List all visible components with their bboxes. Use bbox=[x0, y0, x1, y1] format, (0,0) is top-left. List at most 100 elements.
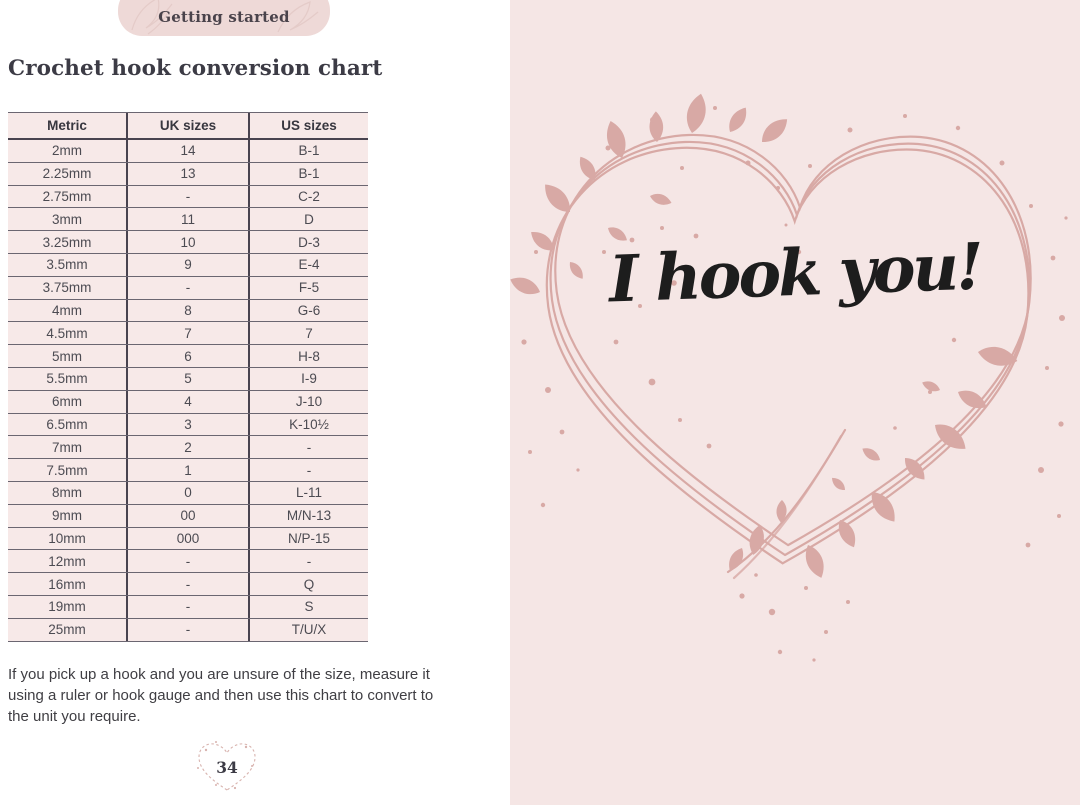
table-row: 7.5mm 1 - bbox=[8, 459, 368, 482]
cell-metric: 12mm bbox=[48, 553, 86, 569]
cell-us-size: B-1 bbox=[298, 166, 320, 182]
cell-uk-size: 7 bbox=[126, 322, 250, 345]
cell-metric: 4.5mm bbox=[46, 325, 88, 341]
cell-uk-size: - bbox=[126, 595, 250, 618]
cell-us-size: C-2 bbox=[298, 188, 320, 204]
cell-metric: 25mm bbox=[48, 622, 86, 638]
cell-metric: 7mm bbox=[52, 439, 82, 455]
cell-uk-size: 5 bbox=[126, 367, 250, 390]
cell-uk-size: 3 bbox=[126, 413, 250, 436]
table-row: 6mm 4 J-10 bbox=[8, 390, 368, 414]
cell-uk-size: 10 bbox=[126, 231, 250, 253]
cell-us-size: - bbox=[306, 462, 312, 478]
table-row: 8mm 0 L-11 bbox=[8, 481, 368, 505]
leaf-doodle-icon bbox=[131, 0, 319, 35]
cell-metric: 4mm bbox=[52, 302, 82, 318]
heart-ornament-icon bbox=[197, 741, 256, 791]
cell-uk-size: 6 bbox=[126, 345, 250, 367]
cell-metric: 9mm bbox=[52, 508, 82, 524]
table-header-row: Metric UK sizes US sizes bbox=[8, 113, 368, 140]
cell-us-size: 7 bbox=[305, 325, 313, 341]
cell-us-size: I-9 bbox=[301, 371, 317, 387]
cell-us-size: B-1 bbox=[298, 143, 320, 159]
cell-metric: 16mm bbox=[48, 576, 86, 592]
cell-us-size: T/U/X bbox=[291, 622, 327, 638]
cell-uk-size: 00 bbox=[126, 504, 250, 527]
cell-metric: 6mm bbox=[52, 394, 82, 410]
cell-metric: 8mm bbox=[52, 485, 82, 501]
table-row: 5mm 6 H-8 bbox=[8, 345, 368, 368]
column-header-us: US sizes bbox=[281, 118, 337, 133]
cell-metric: 10mm bbox=[48, 530, 86, 546]
table-row: 5.5mm 5 I-9 bbox=[8, 367, 368, 391]
left-page: Getting started Crochet hook conversion … bbox=[0, 0, 510, 805]
cell-uk-size: 8 bbox=[126, 299, 250, 322]
cell-metric: 2mm bbox=[52, 143, 82, 159]
cell-us-size: M/N-13 bbox=[286, 508, 332, 524]
page-number-ornament: 34 bbox=[186, 738, 268, 800]
cell-us-size: K-10½ bbox=[289, 416, 329, 432]
cell-us-size: - bbox=[306, 439, 312, 455]
cell-metric: 3.75mm bbox=[42, 280, 92, 296]
footnote: If you pick up a hook and you are unsure… bbox=[8, 664, 433, 727]
cell-uk-size: 13 bbox=[126, 162, 250, 185]
cell-us-size: J-10 bbox=[295, 394, 323, 410]
cell-uk-size: 0 bbox=[126, 481, 250, 504]
column-header-metric: Metric bbox=[47, 118, 87, 133]
cell-us-size: D-3 bbox=[298, 234, 320, 250]
table-row: 2mm 14 B-1 bbox=[8, 140, 368, 163]
cell-uk-size: - bbox=[126, 276, 250, 299]
cell-metric: 5mm bbox=[52, 348, 82, 364]
table-row: 25mm - T/U/X bbox=[8, 618, 368, 642]
page-title: Crochet hook conversion chart bbox=[8, 56, 383, 81]
cell-metric: 5.5mm bbox=[46, 371, 88, 387]
cell-uk-size: - bbox=[126, 550, 250, 573]
cell-uk-size: 14 bbox=[126, 140, 250, 162]
right-page: I hook you! bbox=[510, 0, 1080, 805]
table-row: 4mm 8 G-6 bbox=[8, 299, 368, 323]
column-header-uk: UK sizes bbox=[126, 113, 250, 138]
cell-metric: 3mm bbox=[52, 211, 82, 227]
table-row: 4.5mm 7 7 bbox=[8, 322, 368, 346]
cell-us-size: D bbox=[304, 211, 314, 227]
table-row: 2.25mm 13 B-1 bbox=[8, 162, 368, 186]
cell-uk-size: 9 bbox=[126, 253, 250, 276]
table-row: 7mm 2 - bbox=[8, 436, 368, 460]
footnote-line: using a ruler or hook gauge and then use… bbox=[8, 687, 434, 704]
cell-us-size: N/P-15 bbox=[287, 530, 331, 546]
table-row: 3.5mm 9 E-4 bbox=[8, 253, 368, 277]
table-row: 6.5mm 3 K-10½ bbox=[8, 413, 368, 437]
table-body: 2mm 14 B-1 2.25mm 13 B-1 2.75mm - C-2 bbox=[8, 140, 368, 642]
cell-uk-size: - bbox=[126, 618, 250, 641]
cell-us-size: - bbox=[306, 553, 312, 569]
cell-us-size: S bbox=[304, 599, 314, 615]
cell-metric: 19mm bbox=[48, 599, 86, 615]
cell-metric: 6.5mm bbox=[46, 416, 88, 432]
cell-us-size: H-8 bbox=[298, 348, 320, 364]
cell-metric: 2.25mm bbox=[42, 166, 92, 182]
cell-uk-size: 11 bbox=[126, 208, 250, 231]
cell-uk-size: 000 bbox=[126, 527, 250, 550]
table-row: 10mm 000 N/P-15 bbox=[8, 527, 368, 551]
table-row: 9mm 00 M/N-13 bbox=[8, 504, 368, 528]
conversion-table: Metric UK sizes US sizes 2mm 14 B-1 2.25… bbox=[8, 112, 368, 642]
cell-metric: 7.5mm bbox=[46, 462, 88, 478]
table-row: 3.75mm - F-5 bbox=[8, 276, 368, 300]
cell-us-size: E-4 bbox=[298, 257, 320, 273]
cell-us-size: F-5 bbox=[298, 280, 320, 296]
cell-us-size: Q bbox=[303, 576, 315, 592]
cell-uk-size: 2 bbox=[126, 436, 250, 459]
section-badge: Getting started bbox=[118, 0, 330, 36]
table-row: 19mm - S bbox=[8, 595, 368, 619]
table-row: 3.25mm 10 D-3 bbox=[8, 231, 368, 254]
cell-us-size: G-6 bbox=[297, 302, 321, 318]
cell-uk-size: 1 bbox=[126, 459, 250, 481]
table-row: 3mm 11 D bbox=[8, 208, 368, 232]
cell-metric: 3.5mm bbox=[46, 257, 88, 273]
cell-uk-size: 4 bbox=[126, 390, 250, 413]
cell-metric: 3.25mm bbox=[42, 234, 92, 250]
table-row: 2.75mm - C-2 bbox=[8, 185, 368, 209]
cell-us-size: L-11 bbox=[295, 485, 323, 501]
table-row: 12mm - - bbox=[8, 550, 368, 574]
cell-uk-size: - bbox=[126, 573, 250, 595]
